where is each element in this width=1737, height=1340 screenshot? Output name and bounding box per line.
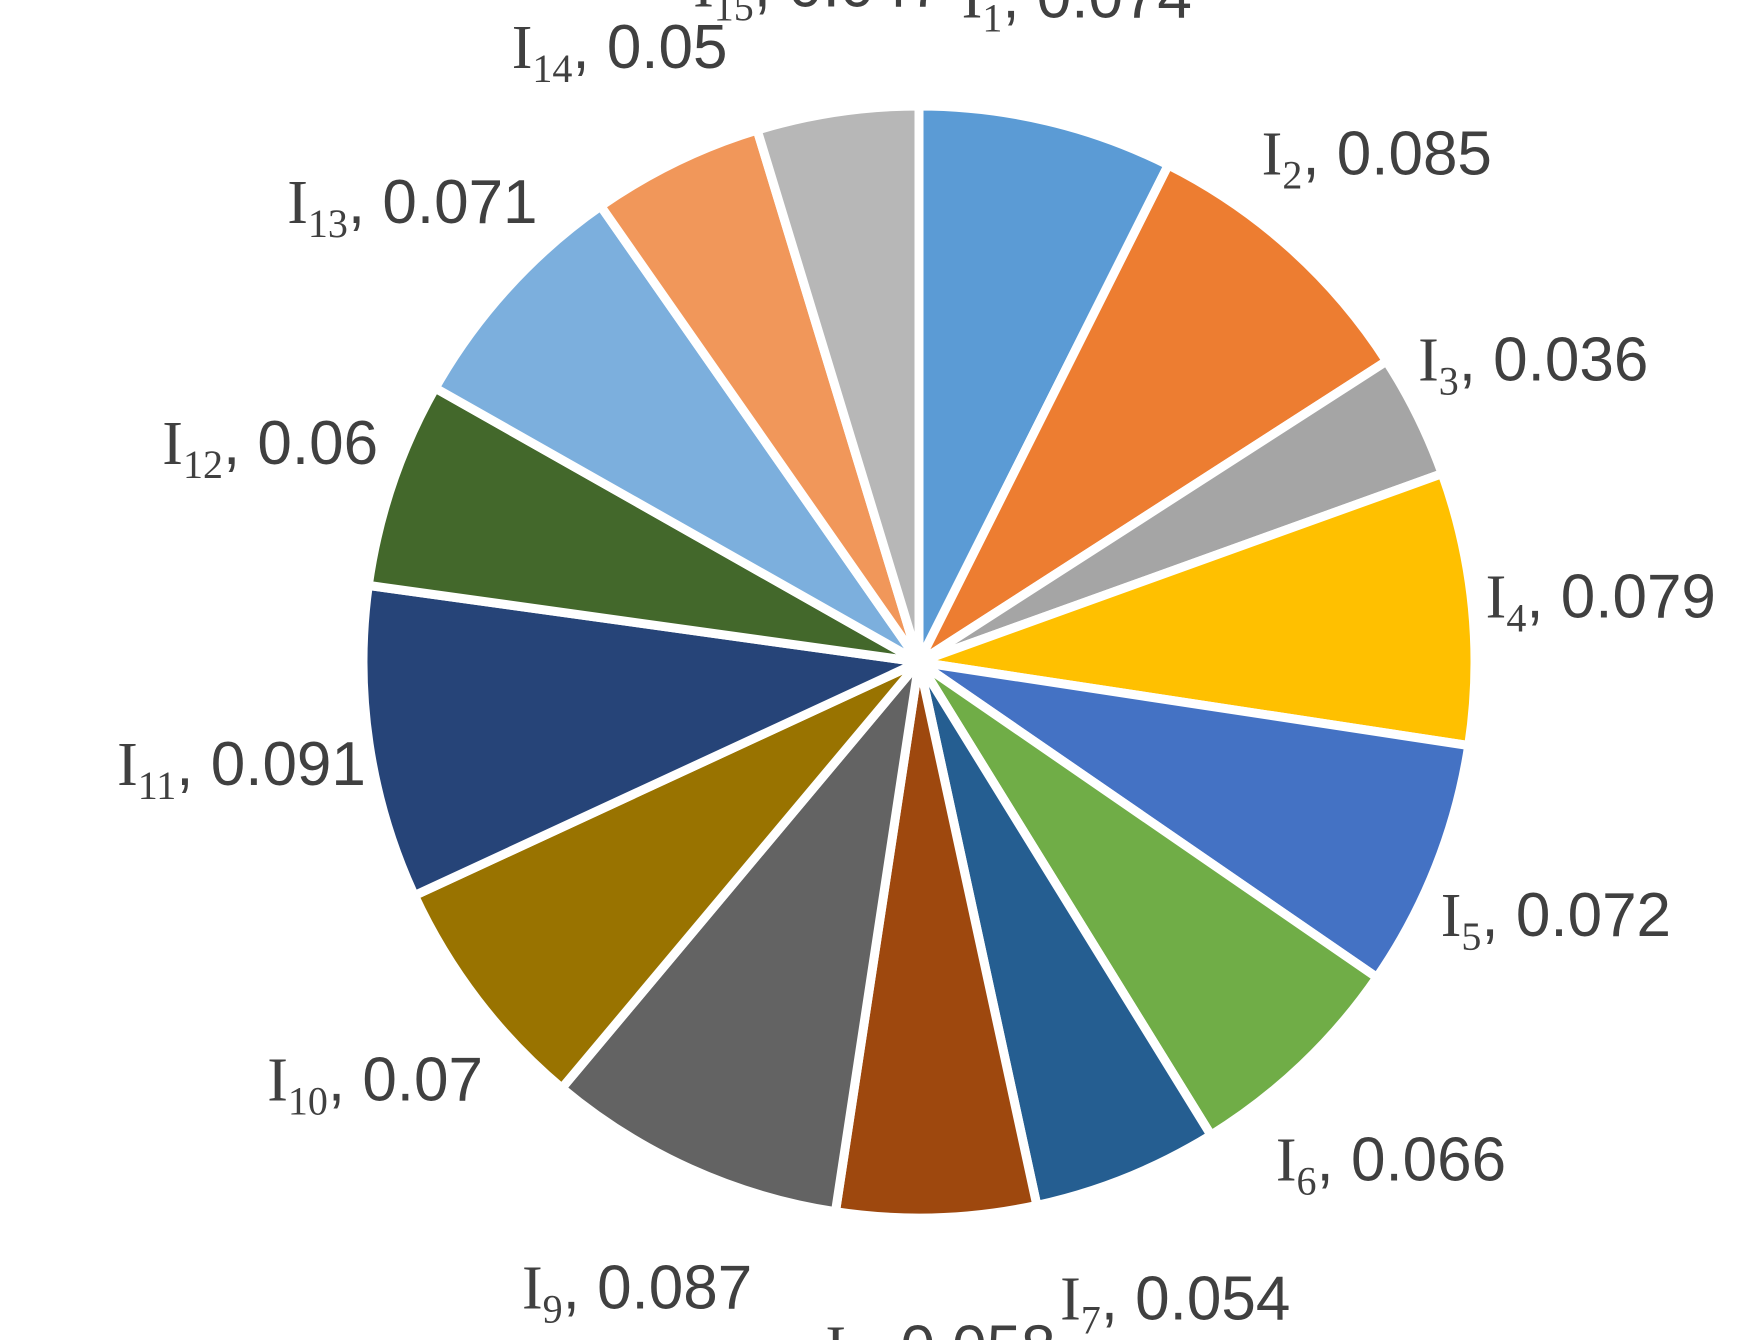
- data-label-value: 0.074: [1037, 0, 1192, 31]
- data-label-name: I: [117, 731, 138, 799]
- data-label-separator: ,: [754, 0, 788, 21]
- data-label-subscript: 6: [1297, 1158, 1317, 1203]
- data-label-i9: I9, 0.087: [522, 1253, 752, 1331]
- data-label-separator: ,: [1002, 0, 1036, 31]
- data-label-i4: I4, 0.079: [1486, 562, 1716, 640]
- data-label-separator: ,: [176, 730, 210, 799]
- data-label-subscript: 11: [138, 763, 177, 808]
- data-label-separator: ,: [1459, 326, 1493, 395]
- data-label-name: I: [1262, 121, 1283, 189]
- data-label-i13: I13, 0.071: [287, 168, 537, 246]
- data-label-i11: I11, 0.091: [117, 730, 366, 808]
- pie-slice-i11: [358, 580, 935, 902]
- data-label-separator: ,: [1101, 1264, 1135, 1333]
- data-label-value: 0.091: [211, 730, 366, 799]
- pie-slice-i15: [751, 101, 924, 664]
- pie-slice-i6: [915, 658, 1384, 1142]
- data-label-i10: I10, 0.07: [267, 1045, 483, 1123]
- pie-slice-i4: [917, 467, 1480, 751]
- data-label-subscript: 10: [288, 1078, 328, 1123]
- data-label-subscript: 14: [532, 46, 572, 91]
- data-label-separator: ,: [572, 13, 606, 82]
- data-label-name: I: [1276, 1126, 1297, 1194]
- data-label-name: I: [1441, 882, 1462, 950]
- data-label-name: I: [287, 169, 308, 237]
- data-label-i12: I12, 0.06: [162, 409, 378, 487]
- pie-slice-i2: [907, 158, 1393, 675]
- data-label-i2: I2, 0.085: [1262, 120, 1492, 198]
- data-label-i1: I1, 0.074: [962, 0, 1192, 40]
- data-label-value: 0.072: [1516, 881, 1671, 950]
- pie-slice-i8: [830, 661, 1043, 1223]
- data-label-separator: ,: [1481, 881, 1515, 950]
- data-label-separator: ,: [1526, 562, 1560, 631]
- data-label-value: 0.087: [597, 1253, 752, 1322]
- pie-slice-i12: [363, 381, 922, 667]
- data-label-separator: ,: [1317, 1125, 1351, 1194]
- data-label-subscript: 2: [1282, 153, 1302, 198]
- data-label-subscript: 5: [1461, 914, 1481, 959]
- data-label-subscript: 3: [1439, 359, 1459, 404]
- data-label-i5: I5, 0.072: [1441, 881, 1671, 959]
- data-label-subscript: 4: [1506, 595, 1526, 640]
- data-label-value: 0.036: [1493, 326, 1648, 395]
- data-label-subscript: 13: [308, 201, 348, 246]
- data-label-separator: ,: [223, 409, 257, 478]
- pie-slice-i1: [914, 101, 1175, 665]
- data-label-separator: ,: [563, 1253, 597, 1322]
- pie-slice-i7: [914, 659, 1218, 1211]
- data-label-i7: I7, 0.054: [1060, 1264, 1290, 1340]
- data-label-name: I: [825, 1315, 846, 1340]
- data-label-subscript: 9: [543, 1286, 563, 1331]
- data-label-i15: I15, 0.047: [693, 0, 943, 30]
- data-label-value: 0.05: [607, 13, 728, 82]
- pie-slice-i5: [916, 657, 1474, 984]
- data-label-name: I: [1486, 563, 1507, 631]
- data-label-separator: ,: [1302, 120, 1336, 189]
- data-label-value: 0.07: [362, 1045, 483, 1114]
- data-label-value: 0.047: [788, 0, 943, 21]
- data-label-i8: I8, 0.058: [825, 1314, 1055, 1340]
- pie-slices: [358, 101, 1480, 1223]
- data-label-subscript: 7: [1081, 1297, 1101, 1340]
- pie-slice-i13: [429, 199, 923, 666]
- pie-slice-i9: [555, 646, 926, 1217]
- data-label-i14: I14, 0.05: [512, 13, 728, 91]
- data-label-value: 0.06: [257, 409, 378, 478]
- data-label-i6: I6, 0.066: [1276, 1125, 1506, 1203]
- data-label-value: 0.066: [1351, 1125, 1506, 1194]
- data-label-name: I: [512, 14, 533, 82]
- data-label-separator: ,: [348, 168, 382, 237]
- data-label-value: 0.071: [382, 168, 537, 237]
- data-label-name: I: [267, 1046, 288, 1114]
- data-label-value: 0.058: [900, 1314, 1055, 1340]
- data-label-value: 0.085: [1337, 120, 1492, 189]
- data-label-name: I: [522, 1254, 543, 1322]
- data-label-value: 0.079: [1561, 562, 1716, 631]
- data-label-name: I: [962, 0, 983, 31]
- data-label-subscript: 12: [183, 442, 223, 487]
- data-label-name: I: [162, 410, 183, 478]
- data-label-i3: I3, 0.036: [1418, 326, 1648, 404]
- data-label-value: 0.054: [1135, 1264, 1290, 1333]
- data-label-name: I: [693, 0, 714, 21]
- data-label-name: I: [1060, 1265, 1081, 1333]
- data-label-separator: ,: [866, 1314, 900, 1340]
- pie-slice-i10: [408, 657, 923, 1095]
- data-label-subscript: 1: [982, 0, 1002, 40]
- data-label-subscript: 15: [714, 0, 754, 30]
- data-label-separator: ,: [328, 1045, 362, 1114]
- data-label-name: I: [1418, 327, 1439, 395]
